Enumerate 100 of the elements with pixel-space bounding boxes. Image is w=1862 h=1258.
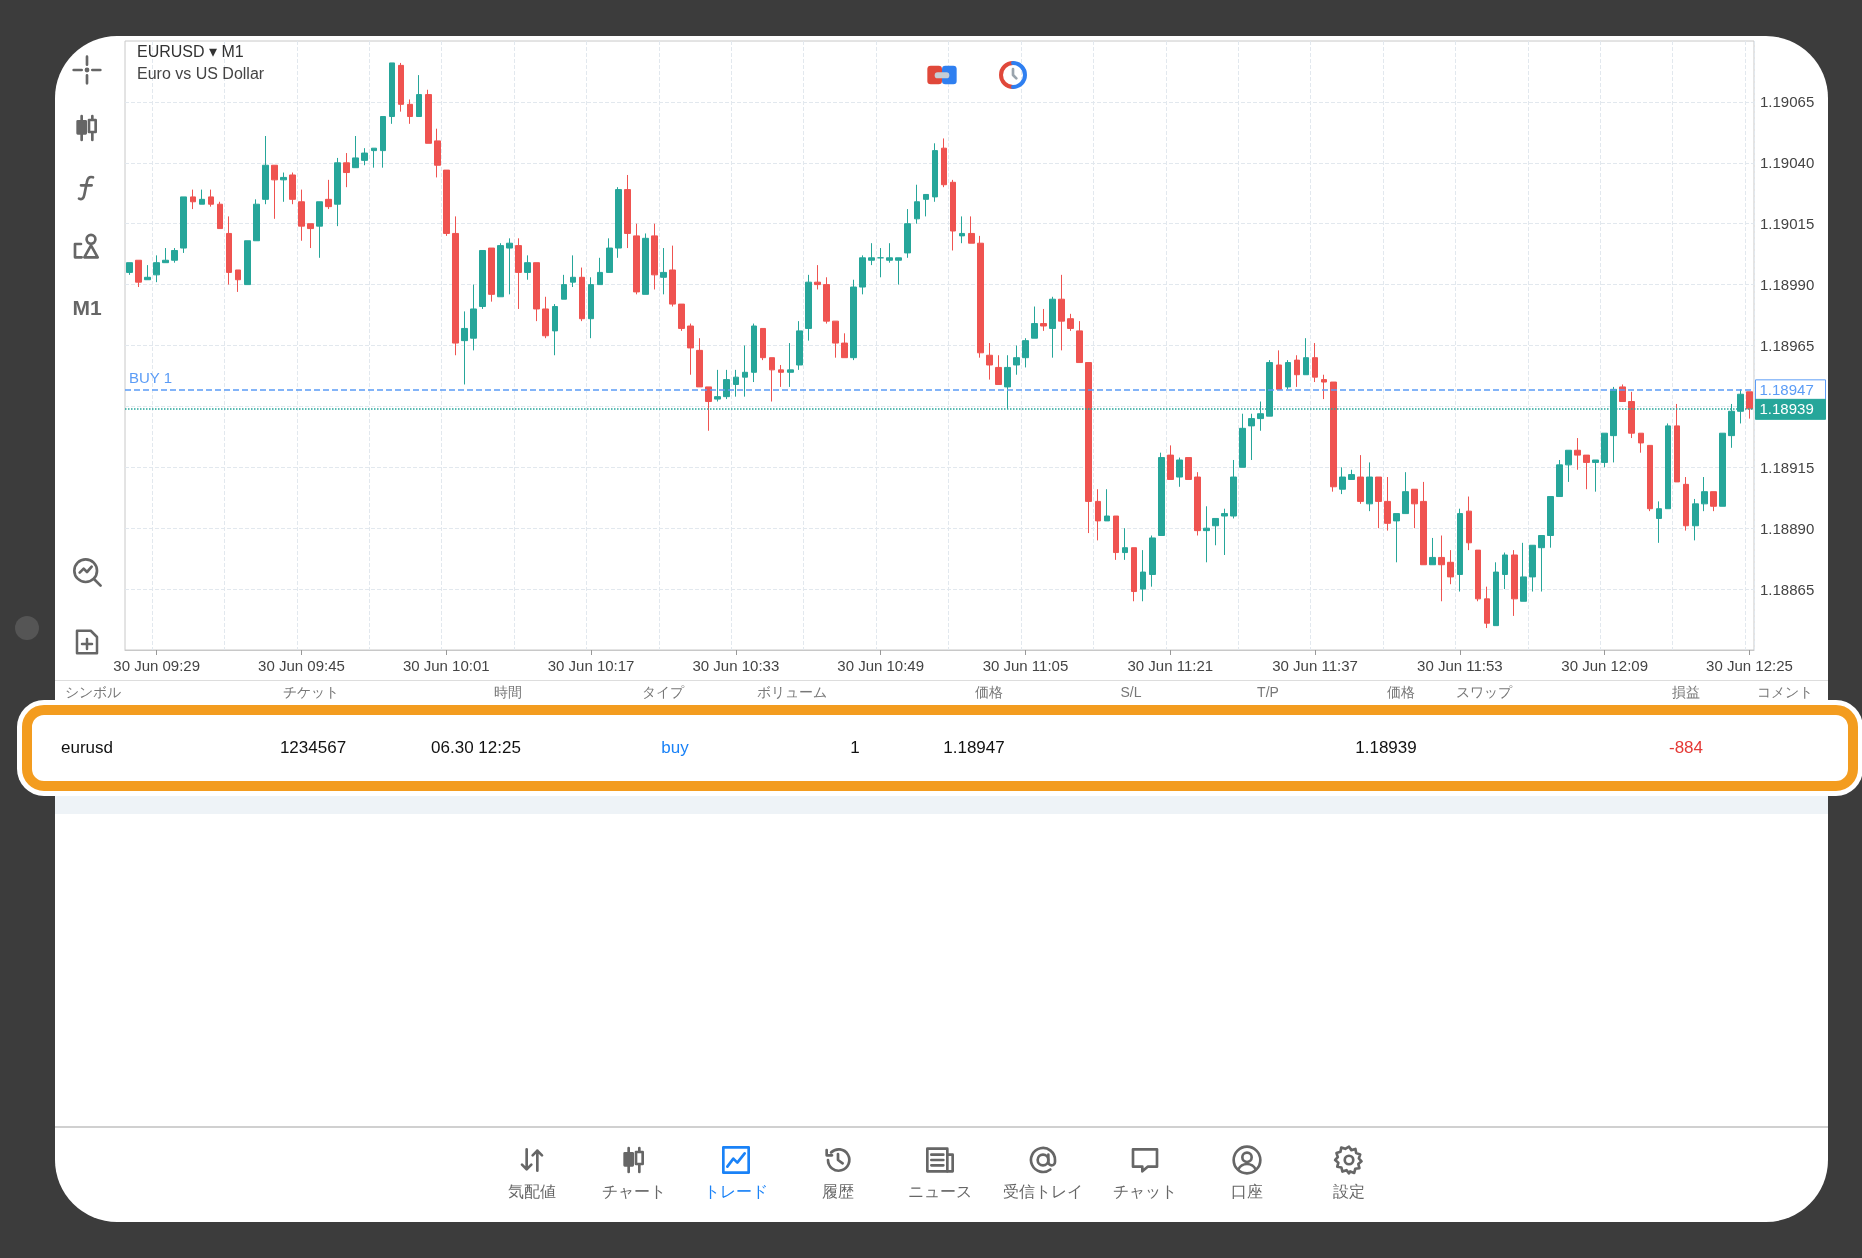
candlestick	[398, 62, 404, 113]
candlestick	[1366, 461, 1373, 512]
y-tick-label: 1.18865	[1760, 580, 1815, 598]
candlestick	[171, 247, 178, 264]
candlestick	[434, 128, 441, 178]
candlestick	[1303, 337, 1309, 376]
category-label: 設定	[1332, 1182, 1365, 1202]
candlestick	[153, 254, 160, 283]
y-tick-label: 1.18990	[1760, 276, 1815, 294]
candlestick	[416, 74, 422, 118]
candlestick	[1493, 561, 1499, 627]
candlestick	[624, 174, 631, 249]
candlestick	[1438, 535, 1445, 602]
x-tick-label: 30 Jun 10:33	[692, 657, 780, 674]
candlestick	[615, 186, 622, 259]
candlestick	[678, 303, 685, 332]
candlestick	[941, 137, 947, 188]
candlestick	[959, 215, 965, 244]
candlestick	[1031, 306, 1038, 339]
candlestick	[705, 386, 712, 432]
candlestick	[1067, 313, 1074, 332]
candlestick	[1140, 549, 1146, 602]
category-label: トレード	[704, 1182, 769, 1202]
x-tick-label: 30 Jun 11:05	[982, 657, 1069, 674]
x-tick-label: 30 Jun 09:45	[258, 657, 345, 674]
candlestick	[714, 369, 721, 403]
candlestick	[570, 254, 576, 288]
text: 1.18939	[1759, 400, 1814, 418]
candlestick	[1638, 432, 1644, 454]
candlestick	[1420, 481, 1427, 566]
candlestick	[162, 247, 169, 264]
candlestick	[787, 342, 794, 388]
candlestick	[1104, 488, 1110, 522]
candlestick	[334, 157, 341, 227]
candlestick	[407, 98, 413, 125]
candlestick	[1312, 342, 1318, 383]
x-tick-label: 30 Jun 09:29	[113, 657, 201, 674]
candlestick	[1095, 488, 1101, 541]
y-tick-label: 1.18890	[1760, 519, 1815, 537]
candlestick	[597, 257, 603, 286]
chart-title: EURUSD ▾ M1	[137, 42, 244, 60]
candlestick	[1348, 469, 1355, 480]
candlestick	[778, 364, 784, 388]
candlestick	[533, 262, 540, 322]
text: 1.18947	[943, 738, 1005, 757]
category-label: T/P	[1257, 684, 1279, 700]
candlestick	[380, 116, 386, 169]
candlestick	[1447, 549, 1454, 585]
category-label: 履歴	[822, 1182, 855, 1202]
candlestick	[606, 237, 613, 273]
candlestick	[850, 279, 857, 361]
candlestick	[1022, 337, 1029, 368]
candlestick	[1239, 413, 1246, 468]
candlestick	[190, 189, 196, 210]
candlestick	[1511, 549, 1518, 617]
candlestick	[1475, 549, 1481, 602]
text: M1	[72, 296, 102, 320]
candlestick	[1194, 471, 1201, 537]
candlestick	[1429, 537, 1436, 566]
candlestick	[1665, 422, 1671, 510]
candlestick	[1049, 296, 1056, 359]
x-tick-label: 30 Jun 12:25	[1706, 657, 1793, 674]
category-label: チケット	[283, 684, 339, 702]
candlestick	[1692, 498, 1699, 541]
candlestick	[696, 337, 703, 388]
category-label: 口座	[1230, 1182, 1263, 1202]
category-label: 時間	[494, 684, 522, 702]
candlestick	[1520, 542, 1527, 602]
candlestick	[1484, 586, 1490, 629]
candlestick	[244, 240, 251, 286]
candlestick	[950, 179, 956, 251]
candlestick	[923, 193, 929, 217]
candlestick	[687, 323, 694, 376]
candlestick	[1393, 513, 1400, 563]
category-label: チャート	[602, 1182, 667, 1202]
category-label: 損益	[1672, 684, 1700, 702]
candlestick	[1502, 552, 1508, 590]
candlestick	[497, 242, 504, 298]
candlestick	[769, 357, 775, 403]
candlestick	[1701, 476, 1708, 512]
candlestick	[1149, 535, 1156, 588]
y-tick-label: 1.19015	[1760, 215, 1815, 233]
candlestick	[126, 262, 133, 276]
text: -884	[1668, 738, 1704, 757]
x-tick-label: 30 Jun 10:01	[402, 657, 490, 674]
candlestick	[389, 62, 395, 125]
text: 1234567	[279, 738, 347, 757]
candlestick	[1457, 508, 1463, 593]
candlestick	[1357, 454, 1364, 505]
candlestick	[1592, 459, 1599, 493]
candlestick	[877, 247, 884, 278]
candlestick	[1565, 449, 1572, 483]
candlestick	[751, 323, 757, 383]
category-label: シンボル	[65, 684, 121, 702]
candlestick	[968, 215, 975, 244]
candlestick	[823, 276, 830, 325]
candlestick	[733, 369, 739, 398]
candlestick	[1719, 432, 1726, 507]
candlestick	[226, 215, 232, 286]
candlestick	[289, 172, 296, 205]
